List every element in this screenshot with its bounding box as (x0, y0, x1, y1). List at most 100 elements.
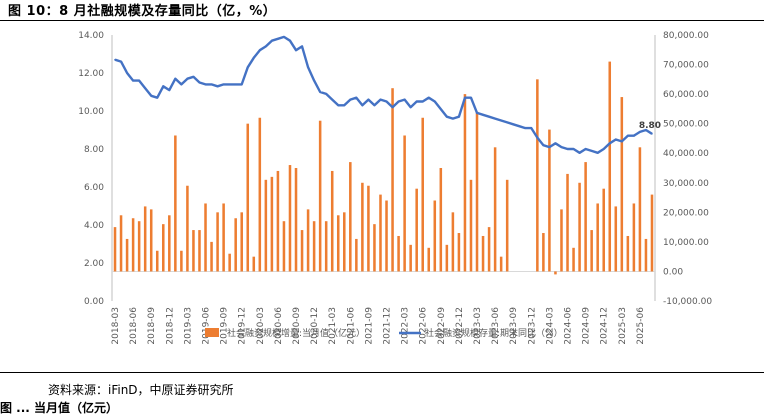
figure-title: 图 10：8 月社融规模及存量同比（亿，%） (8, 4, 277, 19)
bar (312, 221, 316, 272)
line-point (433, 100, 436, 103)
line-point (174, 77, 177, 80)
x-axis-tick-label: 2024-06 (564, 307, 574, 345)
bar (258, 117, 262, 272)
line-point (373, 104, 376, 107)
bar (560, 209, 563, 272)
line-point (331, 98, 334, 101)
x-axis-tick-label: 2020-09 (292, 307, 302, 345)
line-point (415, 100, 418, 103)
bar (475, 111, 479, 272)
line-point (126, 72, 128, 74)
right-axis-tick-label: 20,000.00 (663, 208, 709, 218)
bar (614, 206, 618, 272)
line-point (602, 148, 605, 150)
bar (487, 227, 491, 272)
left-axis-tick-label: 12.00 (78, 69, 104, 79)
bar (439, 168, 443, 272)
line-point (578, 152, 581, 154)
line-series: 8.80 (114, 35, 661, 155)
line-point (265, 45, 267, 48)
line-point (608, 142, 611, 145)
line-point (554, 142, 557, 145)
line-point (494, 117, 496, 120)
bar (198, 230, 201, 272)
left-axis-tick-label: 8.00 (84, 145, 104, 155)
x-axis-tick-label: 2024-09 (582, 307, 592, 345)
bar (228, 253, 231, 272)
x-axis-tick-label: 2023-09 (509, 307, 519, 345)
bar (409, 244, 412, 272)
line-point (138, 79, 140, 82)
line-point (651, 133, 653, 135)
line-point (367, 98, 370, 101)
bar (373, 224, 376, 272)
line-point (584, 148, 587, 150)
line-point (283, 36, 285, 38)
line-point (246, 66, 249, 69)
left-axis-tick-label: 14.00 (78, 31, 104, 41)
bar (421, 117, 424, 272)
bar (276, 170, 280, 272)
line-point (476, 112, 478, 114)
bar (168, 215, 171, 272)
line-point (168, 89, 171, 91)
line-point (427, 96, 430, 99)
line-point (566, 148, 569, 150)
line-point (289, 39, 291, 42)
bar (336, 215, 340, 272)
axes: 0.00 2.00 4.00 6.00 8.00 10.00 12.00 14.00 -10,0… (78, 31, 712, 345)
x-axis-tick-label: 2018-03 (111, 307, 121, 345)
x-axis-tick-label: 2023-06 (491, 307, 501, 345)
bar (463, 94, 467, 272)
line-point (271, 39, 273, 42)
line-point (210, 83, 213, 86)
line-point (421, 100, 424, 103)
line-point (150, 95, 153, 97)
right-axis-tick-label: 60,000.00 (663, 90, 709, 100)
line-point (186, 77, 189, 80)
line-point (470, 96, 472, 99)
line-point (590, 150, 593, 152)
right-axis-tick-label: 10,000.00 (663, 238, 709, 248)
bar (192, 230, 195, 272)
source-note: 资料来源：iFinD，中原证券研究所 (48, 383, 234, 397)
x-axis-tick-label: 2019-06 (202, 307, 212, 345)
line-point (337, 104, 340, 107)
line-point (627, 134, 629, 137)
bar (270, 176, 274, 272)
line-point (633, 134, 635, 137)
line-point (307, 66, 309, 69)
bar (608, 61, 612, 272)
right-axis-tick-label: 80,000.00 (663, 31, 709, 41)
x-axis-tick-label: 2019-09 (220, 307, 230, 345)
bar (469, 179, 473, 272)
bar (451, 212, 455, 272)
line-point (313, 79, 315, 82)
line-point (349, 98, 352, 101)
line-point (114, 58, 116, 61)
bar (282, 221, 286, 272)
right-axis-tick-label: 30,000.00 (663, 179, 709, 189)
bar (222, 203, 225, 272)
right-axis-tick-label: 0.00 (663, 267, 683, 277)
bar (174, 135, 177, 272)
line-point (222, 83, 225, 86)
bar (385, 200, 388, 272)
bar (324, 221, 328, 272)
line-point (192, 76, 195, 78)
bar (113, 227, 117, 272)
bar (149, 209, 153, 272)
bar (403, 135, 406, 272)
legend-label: 社会融资规模增量:当月值（亿元） (227, 327, 365, 339)
bottom-rule (0, 372, 764, 373)
bar (330, 170, 334, 272)
top-rule (0, 20, 764, 21)
line-point (560, 146, 563, 148)
bar (445, 244, 449, 272)
x-axis-tick-label: 2022-03 (401, 307, 411, 345)
left-axis-tick-label: 0.00 (84, 297, 104, 307)
x-axis-tick-label: 2018-12 (165, 307, 175, 345)
bar (391, 88, 394, 272)
next-figure-caption: 图 ... 当月值（亿元） (0, 401, 119, 415)
